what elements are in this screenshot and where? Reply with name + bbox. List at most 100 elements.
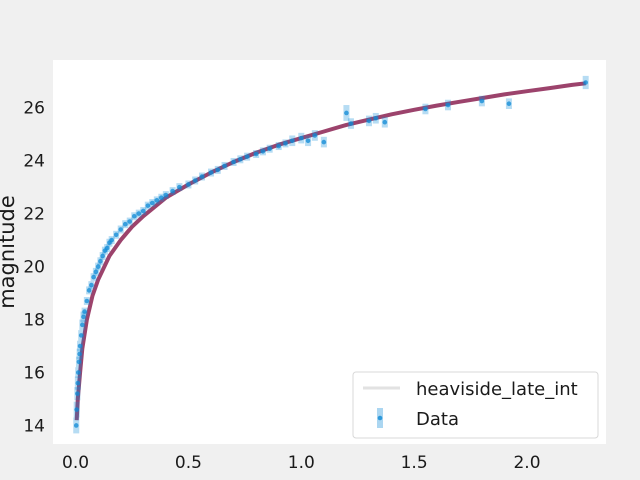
data-point — [366, 115, 372, 127]
data-point — [208, 168, 214, 177]
data-point — [289, 135, 296, 147]
data-point — [505, 98, 512, 109]
data-marker — [199, 174, 205, 179]
x-tick-label: 0.0 — [62, 453, 89, 473]
data-marker — [78, 333, 84, 338]
data-marker — [77, 351, 82, 357]
data-point — [381, 116, 388, 128]
data-marker — [321, 139, 327, 145]
data-marker — [583, 80, 588, 85]
y-axis-label: magnitude — [0, 195, 19, 309]
data-point — [149, 199, 156, 207]
data-marker — [215, 167, 221, 173]
data-marker — [238, 157, 243, 162]
data-point — [185, 180, 192, 189]
x-tick-label: 1.0 — [288, 453, 315, 473]
y-tick-label: 22 — [23, 205, 45, 225]
data-marker — [113, 232, 119, 238]
data-marker — [348, 121, 354, 126]
data-point — [86, 286, 93, 295]
data-point — [478, 95, 485, 107]
data-point — [79, 319, 86, 331]
y-tick-labels: 14 16 18 20 22 24 26 — [23, 99, 45, 437]
data-point — [153, 196, 160, 205]
data-marker — [231, 159, 236, 165]
data-marker — [445, 102, 451, 108]
data-point — [83, 297, 90, 305]
data-marker — [366, 118, 372, 124]
x-tick-label: 1.5 — [401, 453, 428, 473]
data-marker — [98, 258, 103, 264]
data-point — [298, 132, 305, 144]
data-point — [244, 152, 251, 161]
data-point — [117, 225, 124, 234]
data-marker — [382, 119, 388, 125]
data-point — [113, 230, 120, 239]
data-point — [99, 252, 106, 260]
data-point — [80, 311, 87, 323]
data-marker — [104, 245, 110, 251]
data-point — [347, 118, 354, 129]
legend: heaviside_late_int Data — [352, 371, 599, 439]
data-marker — [298, 135, 304, 141]
data-point — [253, 150, 260, 158]
data-marker — [154, 198, 160, 203]
data-marker — [186, 182, 191, 187]
data-point — [75, 367, 82, 378]
data-marker — [75, 370, 81, 375]
data-point — [104, 244, 111, 252]
y-tick-label: 24 — [23, 152, 45, 172]
data-marker — [75, 391, 80, 396]
data-marker — [75, 380, 81, 386]
data-marker — [283, 141, 288, 146]
x-tick-label: 2.0 — [513, 453, 540, 473]
y-tick-label: 18 — [23, 311, 45, 331]
data-marker — [118, 227, 124, 232]
data-marker — [109, 237, 114, 243]
legend-box — [352, 371, 599, 439]
data-point — [176, 183, 183, 192]
data-point — [343, 105, 350, 121]
data-marker — [253, 151, 259, 157]
data-point — [282, 139, 289, 148]
data-point — [126, 217, 133, 226]
data-point — [221, 161, 228, 170]
data-point — [305, 135, 312, 147]
data-marker — [150, 200, 155, 206]
data-marker — [131, 213, 137, 219]
data-point — [90, 273, 97, 282]
data-point — [230, 157, 237, 166]
data-marker — [159, 195, 164, 201]
data-marker — [170, 188, 175, 194]
data-point — [237, 155, 244, 164]
legend-label-model: heaviside_late_int — [416, 379, 578, 400]
data-point — [582, 75, 589, 90]
data-marker — [244, 154, 250, 159]
data-point — [140, 206, 147, 215]
data-point — [445, 99, 451, 111]
data-point — [88, 281, 95, 290]
data-marker — [373, 115, 379, 121]
data-marker — [208, 170, 214, 175]
data-marker — [506, 101, 512, 106]
data-marker — [122, 221, 128, 227]
data-marker — [305, 138, 311, 144]
data-point — [131, 212, 138, 221]
data-point — [158, 193, 165, 202]
data-marker — [82, 309, 87, 314]
data-marker — [423, 106, 428, 112]
data-point — [320, 136, 327, 148]
data-marker — [145, 203, 151, 208]
data-marker — [289, 138, 295, 144]
data-marker — [84, 298, 90, 304]
y-tick-label: 26 — [23, 99, 45, 119]
data-marker — [100, 253, 105, 259]
data-point — [135, 209, 142, 218]
x-tick-labels: 0.0 0.5 1.0 1.5 2.0 — [62, 453, 540, 473]
y-tick-label: 14 — [23, 416, 45, 436]
data-point — [76, 348, 83, 360]
data-marker — [93, 269, 99, 275]
data-point — [169, 187, 176, 196]
data-point — [74, 376, 81, 390]
data-marker — [80, 322, 85, 328]
